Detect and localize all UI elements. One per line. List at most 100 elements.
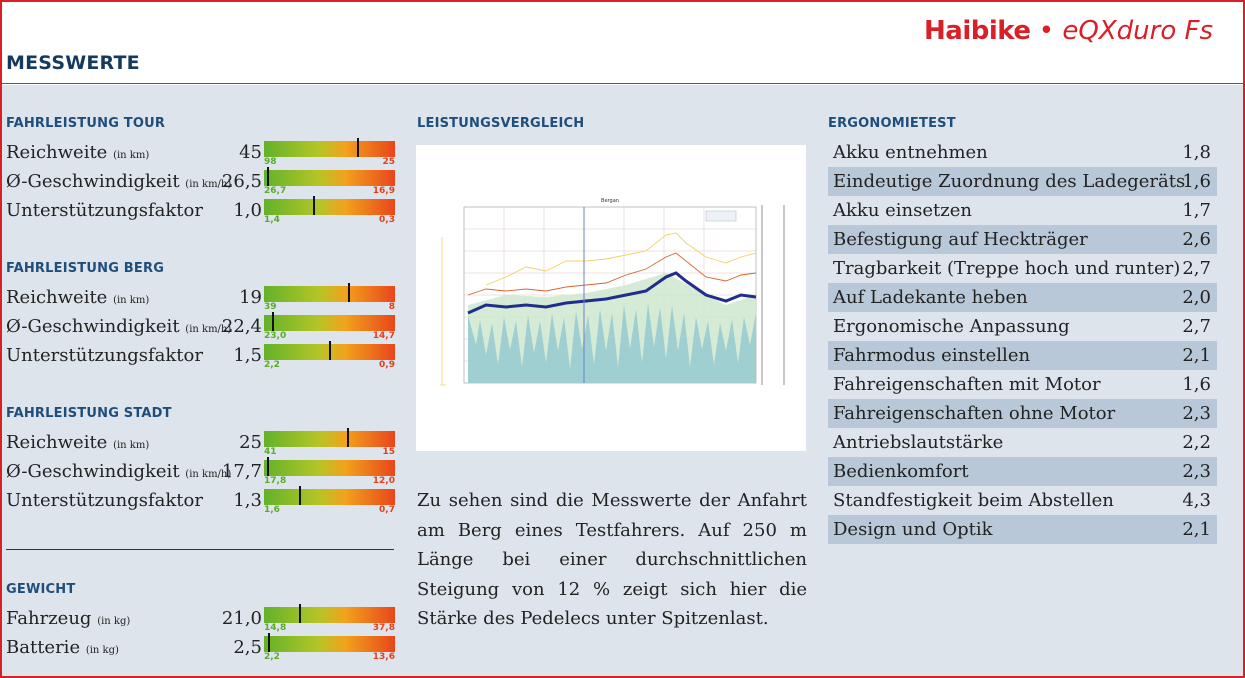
rating-marker xyxy=(328,341,331,360)
rating-worst-value: 0,9 xyxy=(379,360,395,370)
measurement-label: Reichweite (in km) xyxy=(6,287,149,308)
rating-bar: 0,3 xyxy=(264,196,395,225)
rating-best-value: 1,6 xyxy=(264,505,280,515)
measurement-value: 1,0 xyxy=(233,200,262,221)
measurement-row: Unterstützungsfaktor 1,0 0,3 1,4 xyxy=(6,196,396,225)
ergonomics-label: Antriebslautstärke xyxy=(833,432,1004,453)
measurement-value: 21,0 xyxy=(221,608,262,629)
ergonomics-row: Eindeutige Zuordnung des Ladegeräts 1,6 xyxy=(828,167,1217,196)
rating-marker xyxy=(347,283,350,302)
rating-bar: 25 xyxy=(264,138,395,167)
brand-name: Haibike xyxy=(924,16,1031,46)
ergonomics-label: Befestigung auf Heckträger xyxy=(833,229,1088,250)
ergonomics-title: ERGONOMIETEST xyxy=(828,116,956,131)
rating-marker xyxy=(266,457,269,476)
measurement-value: 26,5 xyxy=(221,171,262,192)
rating-marker xyxy=(346,428,349,447)
chart-left-axis xyxy=(440,237,446,386)
measurement-label: Batterie (in kg) xyxy=(6,637,119,658)
ergonomics-row: Fahreigenschaften ohne Motor 2,3 xyxy=(828,399,1217,428)
ergonomics-score: 2,1 xyxy=(1182,345,1211,366)
measurement-label-text: Fahrzeug xyxy=(6,608,92,629)
measurement-label: Reichweite (in km) xyxy=(6,142,149,163)
rating-bar: 14,7 xyxy=(264,312,395,341)
ergonomics-label: Bedienkomfort xyxy=(833,461,969,482)
rating-bar: 8 xyxy=(264,283,395,312)
measurement-value: 19 xyxy=(239,287,262,308)
rating-best-value: 14,8 xyxy=(264,623,287,633)
measurement-label-text: Reichweite xyxy=(6,142,108,163)
measurement-row: Ø-Geschwindigkeit (in km/h) 17,7 12,0 17,8 xyxy=(6,457,396,486)
rating-marker xyxy=(266,167,269,186)
measurement-unit: (in km) xyxy=(113,150,150,161)
brand-model: eQXduro Fs xyxy=(1062,16,1213,46)
ergonomics-score: 1,8 xyxy=(1182,142,1211,163)
section-title: FAHRLEISTUNG BERG xyxy=(6,261,165,276)
measurement-unit: (in kg) xyxy=(97,616,131,627)
measurement-row: Unterstützungsfaktor 1,3 0,7 1,6 xyxy=(6,486,396,515)
header: Haibike • eQXduro Fs MESSWERTE xyxy=(2,2,1243,84)
ergonomics-row: Design und Optik 2,1 xyxy=(828,515,1217,544)
chart-logo-box xyxy=(705,210,737,222)
rating-best-value: 1,4 xyxy=(264,215,280,225)
rating-worst-value: 0,7 xyxy=(379,505,395,515)
content-area: FAHRLEISTUNG TOUR Reichweite (in km) 45 25 9… xyxy=(2,85,1243,676)
rating-worst-value: 15 xyxy=(382,447,395,457)
performance-chart-svg: Bergan xyxy=(440,198,785,386)
measurement-unit: (in km/h) xyxy=(185,469,232,480)
measurement-label-text: Reichweite xyxy=(6,287,108,308)
ergonomics-label: Eindeutige Zuordnung des Ladegeräts xyxy=(833,171,1186,192)
rating-marker xyxy=(313,196,316,215)
measurement-value: 17,7 xyxy=(221,461,262,482)
measurement-value: 45 xyxy=(239,142,262,163)
rating-best-value: 26,7 xyxy=(264,186,287,196)
measurement-unit: (in km) xyxy=(113,295,150,306)
ergonomics-row: Standfestigkeit beim Abstellen 4,3 xyxy=(828,486,1217,515)
measurement-label: Ø-Geschwindigkeit (in km/h) xyxy=(6,461,231,482)
measurement-label: Reichweite (in km) xyxy=(6,432,149,453)
ergonomics-label: Akku entnehmen xyxy=(833,142,988,163)
rating-worst-value: 14,7 xyxy=(372,331,395,341)
rating-bar: 15 xyxy=(264,428,395,457)
ergonomics-label: Design und Optik xyxy=(833,519,993,540)
ergonomics-label: Fahreigenschaften ohne Motor xyxy=(833,403,1116,424)
ergonomics-label: Fahrmodus einstellen xyxy=(833,345,1031,366)
brand-separator: • xyxy=(1038,16,1055,46)
rating-best-value: 23,0 xyxy=(264,331,287,341)
measurement-unit: (in km) xyxy=(113,440,150,451)
rating-best-value: 17,8 xyxy=(264,476,287,486)
rating-marker xyxy=(356,138,359,157)
measurement-value: 1,3 xyxy=(233,490,262,511)
rating-best-value: 39 xyxy=(264,302,277,312)
measurement-value: 2,5 xyxy=(233,637,262,658)
ergonomics-row: Auf Ladekante heben 2,0 xyxy=(828,283,1217,312)
ergonomics-score: 2,7 xyxy=(1182,258,1211,279)
page-title: MESSWERTE xyxy=(6,52,140,74)
measurement-label-text: Ø-Geschwindigkeit xyxy=(6,461,180,482)
measurement-row: Ø-Geschwindigkeit (in km/h) 26,5 16,9 26,7 xyxy=(6,167,396,196)
rating-best-value: 41 xyxy=(264,447,277,457)
measurement-label: Ø-Geschwindigkeit (in km/h) xyxy=(6,316,231,337)
rating-worst-value: 16,9 xyxy=(372,186,395,196)
ergonomics-score: 4,3 xyxy=(1182,490,1211,511)
rating-worst-value: 0,3 xyxy=(379,215,395,225)
measurement-label: Unterstützungsfaktor xyxy=(6,345,203,366)
ergonomics-label: Akku einsetzen xyxy=(833,200,972,221)
ergonomics-score: 1,7 xyxy=(1182,200,1211,221)
ergonomics-row: Akku einsetzen 1,7 xyxy=(828,196,1217,225)
chart-title: Bergan xyxy=(601,198,619,204)
rating-bar: 37,8 xyxy=(264,604,395,633)
measurement-label-text: Batterie xyxy=(6,637,81,658)
divider xyxy=(6,549,394,550)
measurement-unit: (in kg) xyxy=(85,645,119,656)
ergonomics-label: Fahreigenschaften mit Motor xyxy=(833,374,1101,395)
measurement-row: Unterstützungsfaktor 1,5 0,9 2,2 xyxy=(6,341,396,370)
ergonomics-row: Bedienkomfort 2,3 xyxy=(828,457,1217,486)
ergonomics-score: 2,6 xyxy=(1182,229,1211,250)
measurement-row: Reichweite (in km) 25 15 41 xyxy=(6,428,396,457)
rating-marker xyxy=(267,633,270,652)
ergonomics-row: Fahrmodus einstellen 2,1 xyxy=(828,341,1217,370)
measurement-label-text: Ø-Geschwindigkeit xyxy=(6,316,180,337)
chart-caption: Zu sehen sind die Messwerte der Anfahrt … xyxy=(417,490,807,629)
rating-worst-value: 8 xyxy=(388,302,395,312)
